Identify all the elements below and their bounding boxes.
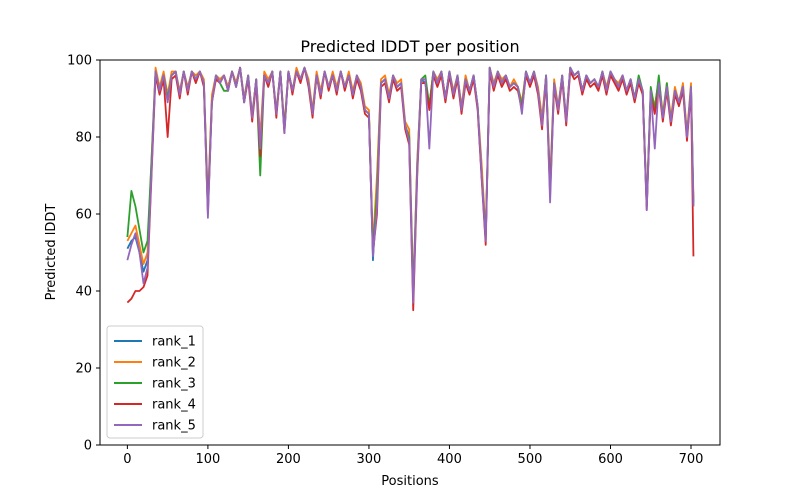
x-axis: 0 100 200 300 400 500 600 700 [123,445,703,467]
legend-entry: rank_3 [152,377,196,392]
x-axis-label: Positions [381,474,439,489]
y-tick-label: 40 [75,285,92,300]
series-lines [126,66,695,312]
legend-entry: rank_1 [152,335,196,350]
legend-entry: rank_5 [152,419,196,434]
y-axis-label: Predicted lDDT [44,204,59,301]
y-tick-label: 0 [84,439,92,454]
y-tick-label: 20 [75,362,92,377]
y-axis: 0 20 40 60 80 100 [67,54,100,454]
legend: rank_1 rank_2 rank_3 rank_4 rank_5 [106,325,204,439]
legend-entry: rank_4 [152,398,196,413]
legend-box [106,325,204,439]
series-line-rank-5 [126,66,695,304]
x-tick-label: 700 [679,452,704,467]
x-tick-label: 400 [437,452,462,467]
y-tick-label: 80 [75,131,92,146]
chart-title: Predicted lDDT per position [300,37,519,56]
legend-entry: rank_2 [152,356,196,371]
y-tick-label: 60 [75,208,92,223]
x-tick-label: 0 [123,452,131,467]
x-tick-label: 100 [195,452,220,467]
y-tick-label: 100 [67,54,92,69]
x-tick-label: 600 [598,452,623,467]
x-tick-label: 500 [518,452,543,467]
x-tick-label: 300 [357,452,382,467]
x-tick-label: 200 [276,452,301,467]
